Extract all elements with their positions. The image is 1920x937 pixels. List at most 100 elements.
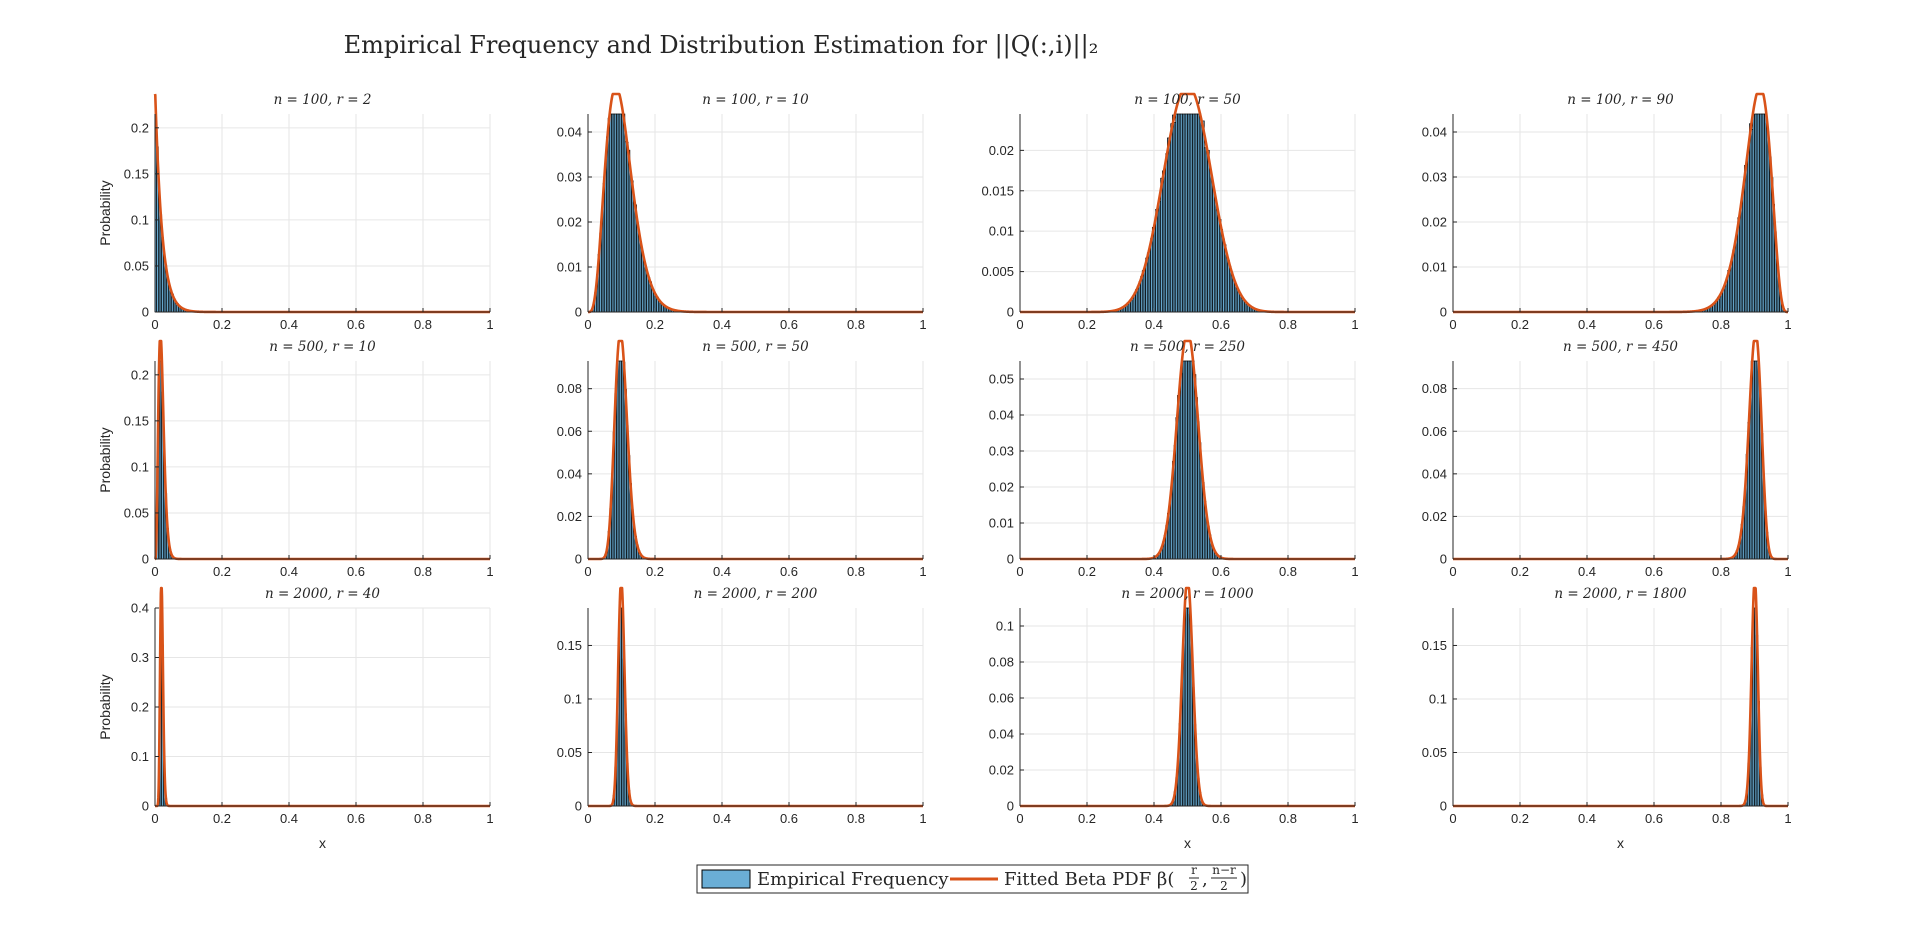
fitted-beta-curve bbox=[153, 339, 492, 561]
y-tick-label: 0 bbox=[1007, 799, 1014, 814]
x-tick-label: 0.2 bbox=[1511, 564, 1529, 579]
y-tick-label: 0.08 bbox=[1422, 381, 1447, 396]
y-tick-label: 0.1 bbox=[564, 691, 582, 706]
legend-close-paren: ) bbox=[1240, 869, 1247, 890]
y-tick-label: 0.05 bbox=[989, 372, 1014, 387]
x-tick-label: 1 bbox=[919, 564, 926, 579]
y-tick-label: 0 bbox=[575, 799, 582, 814]
x-tick-label: 0.2 bbox=[646, 564, 664, 579]
y-tick-label: 0 bbox=[1007, 552, 1014, 567]
x-tick-label: 0.8 bbox=[414, 317, 432, 332]
subplot-title: n = 500, r = 10 bbox=[269, 339, 376, 355]
x-tick-label: 0.8 bbox=[847, 811, 865, 826]
x-tick-label: 0.2 bbox=[1078, 811, 1096, 826]
x-tick-label: 0.2 bbox=[1078, 564, 1096, 579]
x-tick-label: 0.2 bbox=[1078, 317, 1096, 332]
x-tick-label: 0.8 bbox=[1712, 811, 1730, 826]
x-tick-label: 0.4 bbox=[280, 564, 298, 579]
x-tick-label: 0.2 bbox=[213, 564, 231, 579]
histogram-bars bbox=[1110, 113, 1265, 313]
x-tick-label: 0.2 bbox=[213, 317, 231, 332]
y-tick-label: 0.15 bbox=[557, 638, 582, 653]
y-tick-label: 0.15 bbox=[1422, 638, 1447, 653]
y-tick-label: 0.03 bbox=[1422, 170, 1447, 185]
y-tick-label: 0 bbox=[1440, 799, 1447, 814]
subplot-title: n = 2000, r = 40 bbox=[265, 586, 380, 602]
x-tick-label: 0 bbox=[584, 564, 591, 579]
y-tick-label: 0 bbox=[142, 799, 149, 814]
x-tick-label: 0.6 bbox=[347, 811, 365, 826]
x-tick-label: 0.8 bbox=[414, 564, 432, 579]
x-tick-label: 0 bbox=[1016, 811, 1023, 826]
x-tick-label: 0.4 bbox=[280, 811, 298, 826]
x-tick-label: 0.4 bbox=[713, 564, 731, 579]
legend-comma: , bbox=[1202, 869, 1208, 890]
y-tick-label: 0.02 bbox=[1422, 509, 1447, 524]
x-tick-label: 0.2 bbox=[646, 811, 664, 826]
x-tick-label: 1 bbox=[486, 317, 493, 332]
y-tick-label: 0.2 bbox=[131, 367, 149, 382]
y-tick-label: 0 bbox=[575, 552, 582, 567]
subplot-title: n = 500, r = 50 bbox=[702, 339, 809, 355]
x-tick-label: 0.6 bbox=[347, 564, 365, 579]
x-tick-label: 0.4 bbox=[713, 317, 731, 332]
y-tick-label: 0.06 bbox=[989, 691, 1014, 706]
x-tick-label: 0 bbox=[1449, 564, 1456, 579]
x-tick-label: 0.2 bbox=[646, 317, 664, 332]
y-tick-label: 0.3 bbox=[131, 650, 149, 665]
subplot: 0 0.2 0.4 0.6 0.8 1 0 0.05 0.1 0.15 n = 2000, r = … bbox=[557, 586, 927, 826]
x-tick-label: 0.6 bbox=[780, 811, 798, 826]
x-tick-label: 0 bbox=[584, 811, 591, 826]
x-tick-label: 0.8 bbox=[1279, 564, 1297, 579]
y-tick-label: 0.04 bbox=[989, 727, 1014, 742]
x-tick-label: 0.6 bbox=[780, 564, 798, 579]
y-tick-label: 0.02 bbox=[989, 480, 1014, 495]
subplot: 0 0.2 0.4 0.6 0.8 1 0 0.02 0.04 0.06 0.08 0.1 n = 20… bbox=[989, 586, 1359, 851]
y-tick-label: 0.03 bbox=[557, 170, 582, 185]
fitted-beta-curve bbox=[586, 586, 925, 808]
x-tick-label: 0.8 bbox=[1712, 564, 1730, 579]
y-tick-label: 0.02 bbox=[557, 215, 582, 230]
y-tick-label: 0.04 bbox=[1422, 466, 1447, 481]
y-tick-label: 0.01 bbox=[1422, 260, 1447, 275]
y-tick-label: 0.01 bbox=[557, 260, 582, 275]
y-tick-label: 0 bbox=[1440, 552, 1447, 567]
histogram-bars bbox=[1168, 607, 1207, 807]
x-tick-label: 0.6 bbox=[1212, 317, 1230, 332]
x-tick-label: 0 bbox=[151, 317, 158, 332]
x-tick-label: 1 bbox=[1351, 811, 1358, 826]
x-tick-label: 0.8 bbox=[1279, 811, 1297, 826]
y-tick-label: 0.15 bbox=[124, 413, 149, 428]
subplot-title: n = 500, r = 250 bbox=[1130, 339, 1245, 355]
legend-label-empirical: Empirical Frequency bbox=[757, 869, 949, 890]
x-tick-label: 1 bbox=[919, 317, 926, 332]
y-tick-label: 0.01 bbox=[989, 224, 1014, 239]
x-axis-label: x bbox=[1617, 835, 1624, 851]
y-tick-label: 0.02 bbox=[1422, 215, 1447, 230]
legend-label-fitted: Fitted Beta PDF β( bbox=[1004, 869, 1174, 890]
subplot-grid: 0 0.2 0.4 0.6 0.8 1 0 0.05 0.1 0.15 0.2 n = 100, r … bbox=[97, 92, 1792, 851]
x-tick-label: 1 bbox=[486, 564, 493, 579]
y-tick-label: 0 bbox=[142, 552, 149, 567]
y-tick-label: 0.04 bbox=[557, 125, 582, 140]
fitted-beta-curve bbox=[153, 586, 492, 808]
y-tick-label: 0.01 bbox=[989, 516, 1014, 531]
y-tick-label: 0 bbox=[142, 305, 149, 320]
fitted-beta-curve bbox=[1451, 586, 1790, 808]
legend-frac2-num: n−r bbox=[1212, 863, 1236, 877]
x-tick-label: 0 bbox=[1449, 317, 1456, 332]
fitted-beta-curve bbox=[586, 339, 925, 561]
x-tick-label: 0.8 bbox=[847, 564, 865, 579]
y-tick-label: 0.1 bbox=[131, 212, 149, 227]
x-tick-label: 1 bbox=[1784, 811, 1791, 826]
y-tick-label: 0.1 bbox=[1429, 691, 1447, 706]
x-axis-label: x bbox=[1184, 835, 1191, 851]
x-tick-label: 0.4 bbox=[1578, 811, 1596, 826]
x-axis-label: x bbox=[319, 835, 326, 851]
subplot-title: n = 100, r = 10 bbox=[702, 92, 809, 108]
x-tick-label: 0.4 bbox=[1578, 317, 1596, 332]
y-tick-label: 0.04 bbox=[557, 466, 582, 481]
y-tick-label: 0 bbox=[1440, 305, 1447, 320]
x-tick-label: 0 bbox=[584, 317, 591, 332]
x-tick-label: 0.4 bbox=[1145, 811, 1163, 826]
